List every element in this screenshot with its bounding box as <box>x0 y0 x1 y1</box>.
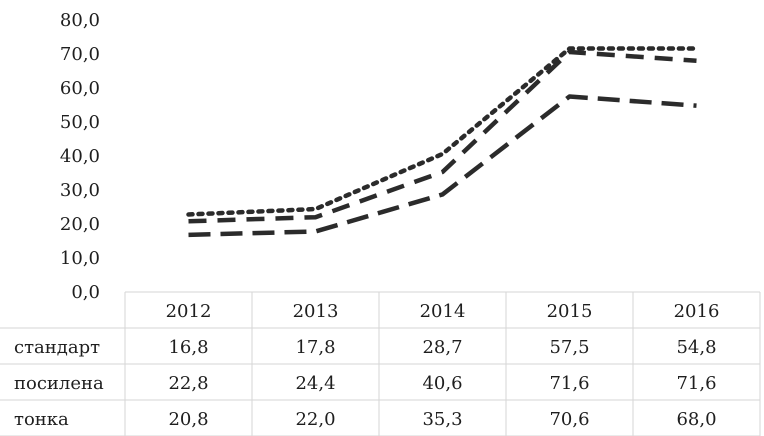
series-line-3 <box>188 49 697 224</box>
series-lines <box>186 46 699 238</box>
y-tick-label: 50,0 <box>60 112 100 133</box>
data-value-label: 71,6 <box>549 373 589 394</box>
data-value-label: 35,3 <box>422 409 462 430</box>
data-value-label: 70,6 <box>549 409 589 430</box>
series-legend-label: стандарт <box>14 337 100 358</box>
data-value-label: 71,6 <box>676 373 716 394</box>
data-value-label: 22,8 <box>168 373 208 394</box>
data-value-label: 20,8 <box>168 409 208 430</box>
data-value-label: 28,7 <box>422 337 462 358</box>
data-value-label: 68,0 <box>676 409 716 430</box>
y-tick-label: 70,0 <box>60 44 100 65</box>
x-category-label: 2013 <box>293 301 339 322</box>
x-category-label: 2014 <box>420 301 466 322</box>
series-line-2 <box>186 46 699 217</box>
data-value-label: 16,8 <box>168 337 208 358</box>
y-tick-label: 30,0 <box>60 180 100 201</box>
data-value-label: 22,0 <box>295 409 335 430</box>
y-tick-label: 60,0 <box>60 78 100 99</box>
data-value-label: 40,6 <box>422 373 462 394</box>
series-legend-label: посилена <box>14 373 104 394</box>
data-value-label: 57,5 <box>549 337 589 358</box>
plot-area <box>105 10 760 292</box>
data-table: 2012 2013 2014 2015 2016 стандарт 16,8 17,8 28,7… <box>14 301 719 430</box>
data-table-grid <box>0 291 761 436</box>
y-tick-label: 80,0 <box>60 10 100 31</box>
series-legend-label: тонка <box>14 409 69 430</box>
y-axis: 0,0 10,0 20,0 30,0 40,0 50,0 60,0 70,0 80,0 <box>60 10 100 303</box>
data-value-label: 54,8 <box>676 337 716 358</box>
data-value-label: 17,8 <box>295 337 335 358</box>
y-tick-label: 10,0 <box>60 248 100 269</box>
x-category-label: 2012 <box>166 301 212 322</box>
data-value-label: 24,4 <box>295 373 335 394</box>
x-category-label: 2015 <box>547 301 593 322</box>
y-tick-label: 40,0 <box>60 146 100 167</box>
x-category-label: 2016 <box>674 301 720 322</box>
series-line-1 <box>188 94 697 238</box>
y-tick-label: 20,0 <box>60 214 100 235</box>
y-tick-label: 0,0 <box>71 282 100 303</box>
